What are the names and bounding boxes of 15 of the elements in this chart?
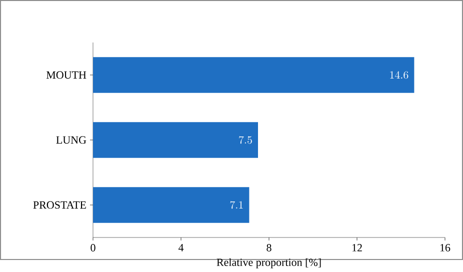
- x-tick-label: 0: [90, 244, 96, 252]
- y-tick-label: MOUTH: [46, 71, 86, 79]
- x-tick-label: 4: [178, 244, 184, 252]
- bar: [93, 122, 258, 158]
- x-tick-label: 16: [440, 244, 450, 252]
- x-tick-label: 8: [266, 244, 272, 252]
- y-tick-label: PROSTATE: [33, 201, 86, 209]
- y-tick-label: LUNG: [56, 136, 86, 144]
- x-tick-label: 12: [352, 244, 362, 252]
- bar: [93, 57, 414, 94]
- data-label: 7. 1: [230, 201, 243, 209]
- data-label: 14.6: [390, 71, 408, 79]
- x-axis-title: Relative proportion [%]: [216, 258, 321, 268]
- bar: [93, 187, 250, 224]
- data-label: 7.5: [239, 136, 252, 144]
